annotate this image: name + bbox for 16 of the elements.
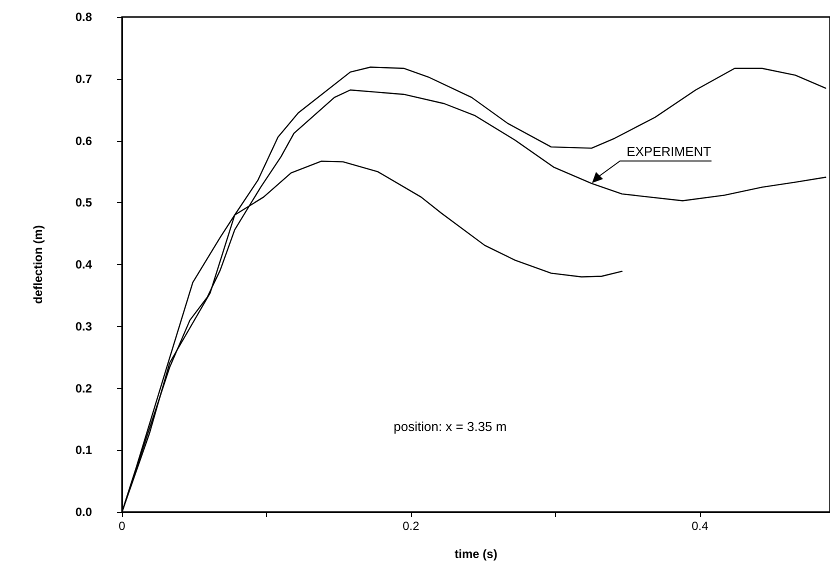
- x-tick-label: 0.4: [692, 519, 709, 533]
- x-tick-label: 0: [118, 519, 126, 533]
- y-tick-label: 0.8: [75, 10, 92, 24]
- y-tick-label: 0.6: [75, 134, 92, 148]
- y-tick-label: 0.5: [75, 196, 92, 210]
- y-tick-label: 0.7: [75, 72, 92, 86]
- y-tick-label: 0.4: [75, 258, 92, 272]
- annotation: position: x = 3.35 m: [394, 419, 507, 434]
- text: EXPERIMENT: [626, 144, 712, 160]
- y-tick-label: 0.0: [75, 505, 92, 519]
- y-tick-label: 0.2: [75, 381, 92, 396]
- y-axis-title: deflection (m): [31, 225, 45, 304]
- y-tick-label: 0.1: [75, 443, 92, 458]
- y-tick-label: 0.3: [75, 319, 92, 334]
- x-tick-label: 0.2: [402, 519, 420, 533]
- x-axis-title: time (s): [454, 547, 498, 561]
